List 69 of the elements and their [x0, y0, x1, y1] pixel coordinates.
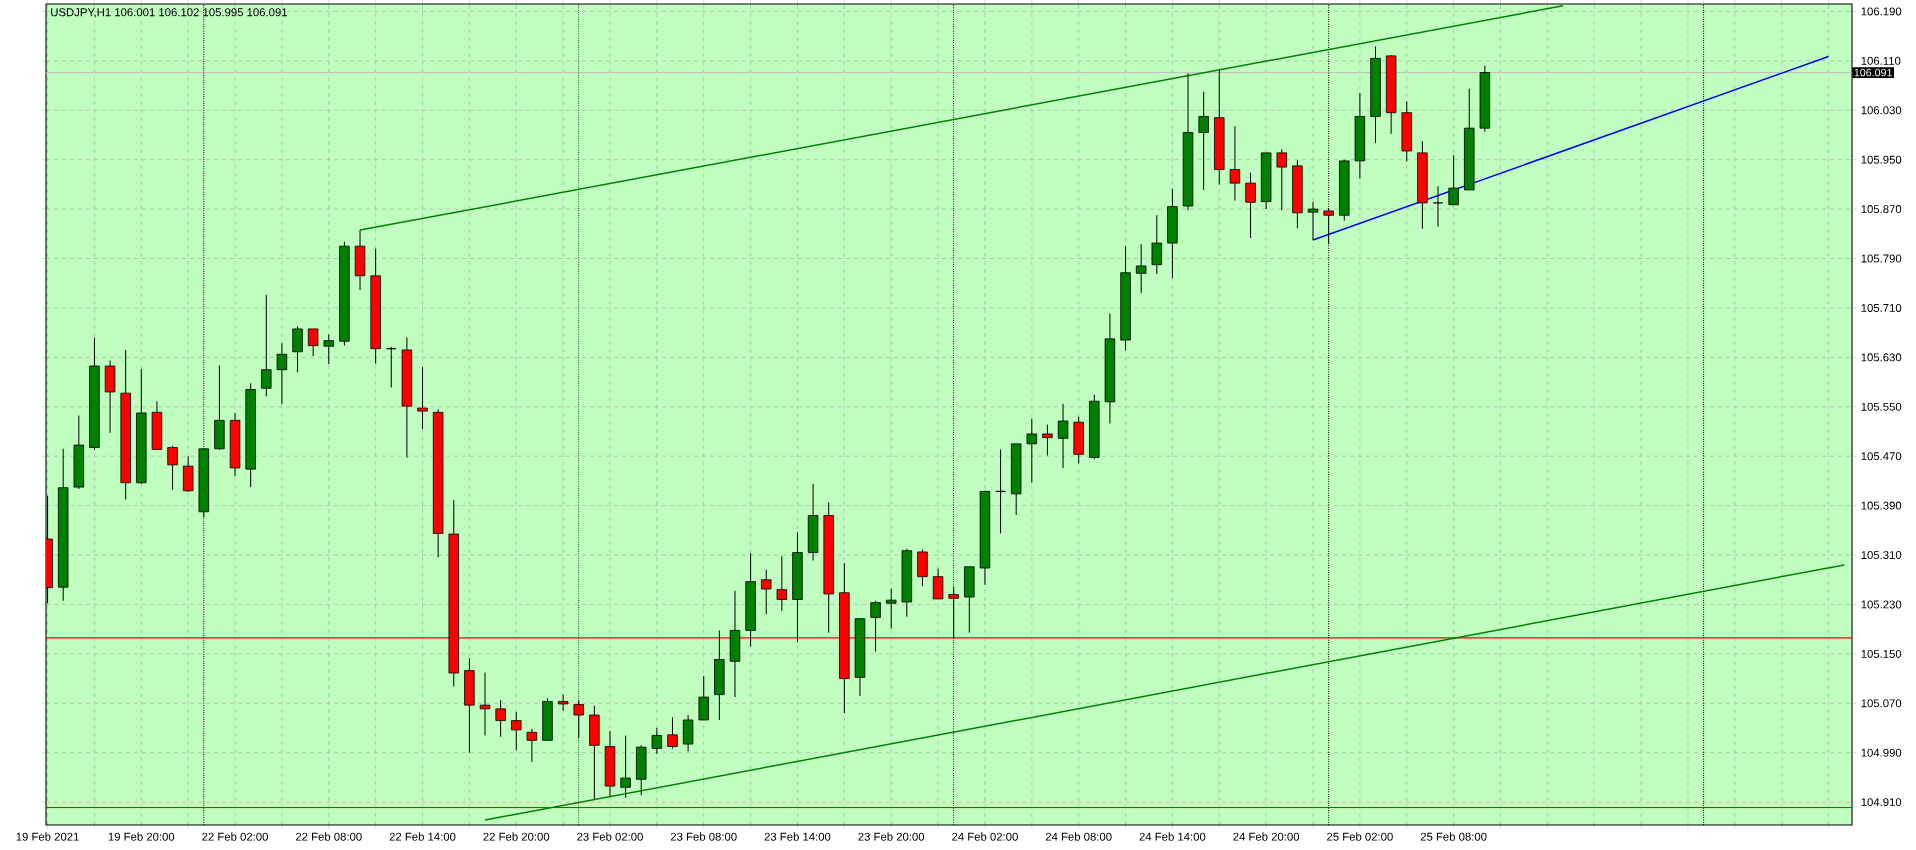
- candlestick: [323, 333, 335, 365]
- x-tick-label: 23 Feb 02:00: [577, 832, 643, 841]
- y-tick-label: 105.230: [1861, 600, 1902, 609]
- x-tick-label: 24 Feb 20:00: [1233, 832, 1300, 841]
- y-tick-label: 105.870: [1861, 205, 1902, 214]
- candlestick: [292, 325, 303, 373]
- x-tick-label: 24 Feb 14:00: [1139, 832, 1206, 841]
- y-tick-label: 106.190: [1861, 7, 1902, 16]
- candlestick: [1042, 424, 1053, 457]
- candlestick: [573, 699, 584, 739]
- candlestick: [557, 694, 569, 712]
- candlestick: [932, 568, 944, 600]
- candlestick: [307, 328, 319, 357]
- x-tick-label: 23 Feb 14:00: [764, 832, 831, 841]
- candlestick: [1057, 403, 1069, 469]
- y-tick-label: 105.470: [1861, 452, 1902, 461]
- x-tick-label: 19 Feb 20:00: [108, 832, 175, 841]
- candlestick: [511, 711, 522, 751]
- candlestick: [1245, 172, 1256, 239]
- x-tick-label: 22 Feb 08:00: [295, 832, 362, 841]
- candlestick: [870, 600, 881, 652]
- y-tick-label: 105.630: [1861, 353, 1902, 362]
- candlestick: [620, 734, 631, 799]
- candlestick: [1229, 125, 1241, 201]
- candlestick: [261, 294, 272, 397]
- x-tick-label: 25 Feb 08:00: [1420, 832, 1487, 841]
- candlestick: [1448, 154, 1459, 206]
- x-tick-label: 22 Feb 14:00: [389, 832, 456, 841]
- y-tick-label: 105.310: [1861, 551, 1902, 560]
- y-tick-label: 105.950: [1861, 155, 1902, 164]
- candlestick: [1151, 214, 1163, 275]
- x-tick-label: 24 Feb 02:00: [952, 832, 1018, 841]
- x-tick-label: 22 Feb 20:00: [483, 832, 550, 841]
- candlestick: [1198, 91, 1209, 191]
- candlestick: [1307, 201, 1319, 241]
- candlestick: [276, 342, 288, 405]
- candlestick: [776, 555, 788, 612]
- y-tick-label: 104.990: [1861, 748, 1902, 757]
- chart-title: USDJPY,H1 106.001 106.102 105.995 106.091: [51, 8, 288, 18]
- candlestick: [1432, 185, 1444, 227]
- candlestick: [1026, 418, 1038, 484]
- x-tick-label: 22 Feb 02:00: [202, 832, 268, 841]
- y-tick-label: 105.390: [1861, 501, 1902, 510]
- candlestick: [526, 728, 538, 763]
- y-tick-label: 106.030: [1861, 106, 1902, 115]
- y-tick-label: 106.110: [1861, 56, 1901, 65]
- y-tick-label: 105.550: [1861, 402, 1902, 411]
- y-tick-label: 105.710: [1861, 303, 1902, 312]
- x-tick-label: 23 Feb 20:00: [858, 832, 925, 841]
- candlestick: [167, 445, 178, 491]
- x-tick-label: 23 Feb 08:00: [670, 832, 737, 841]
- candlestick: [417, 366, 428, 430]
- candlestick: [651, 727, 663, 755]
- candlestick: [1135, 243, 1147, 294]
- candlestick: [495, 699, 506, 738]
- ref-line-label: 106.091: [1854, 68, 1892, 77]
- candlestick: [667, 717, 678, 749]
- x-tick-label: 25 Feb 02:00: [1327, 832, 1393, 841]
- x-tick-label: 24 Feb 08:00: [1045, 832, 1112, 841]
- x-tick-label: 19 Feb 2021: [16, 832, 79, 841]
- y-tick-label: 105.070: [1861, 699, 1902, 708]
- y-tick-label: 105.790: [1861, 254, 1902, 263]
- y-tick-label: 105.150: [1861, 649, 1902, 658]
- y-tick-label: 104.910: [1861, 798, 1902, 807]
- candlestick: [698, 675, 709, 721]
- candlestick: [1276, 148, 1288, 211]
- candlestick: [479, 671, 491, 736]
- candlestick: [760, 569, 772, 615]
- candlestick: [885, 587, 897, 630]
